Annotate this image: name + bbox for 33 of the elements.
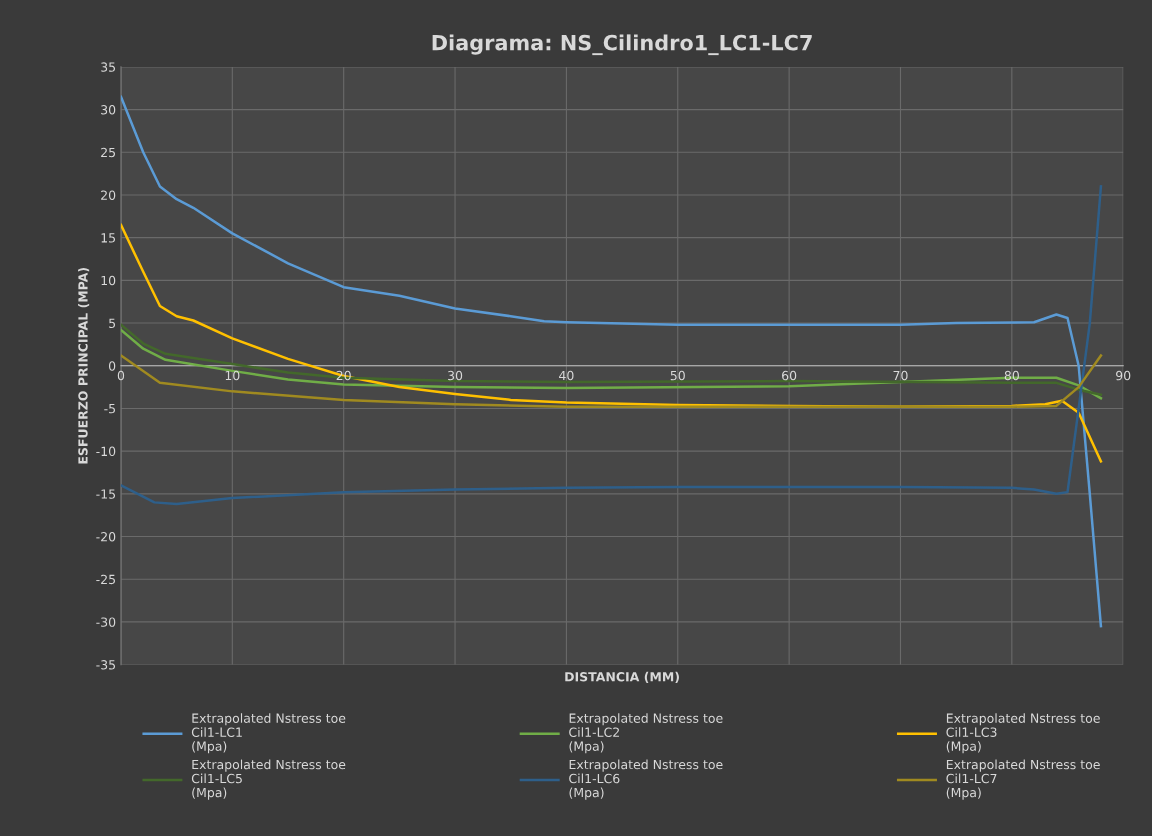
y-tick-label: 15 xyxy=(101,233,116,243)
x-tick-label: 40 xyxy=(559,370,574,381)
y-tick-label: 5 xyxy=(109,318,116,328)
y-tick-label: -35 xyxy=(96,660,116,670)
y-tick-label: 25 xyxy=(101,147,116,158)
y-tick-label: 0 xyxy=(108,361,116,371)
x-tick-label: 70 xyxy=(893,370,908,381)
y-tick-label: 10 xyxy=(101,275,116,286)
y-tick-label: -25 xyxy=(96,574,116,585)
legend-label: Extrapolated Nstress toe Cil1-LC3 (Mpa) xyxy=(946,713,1100,754)
x-tick-label: 60 xyxy=(782,370,797,381)
x-tick-label: 90 xyxy=(1116,370,1131,381)
legend-label: Extrapolated Nstress toe Cil1-LC6 (Mpa) xyxy=(569,759,723,800)
y-tick-label: 30 xyxy=(101,105,116,115)
chart-title: Diagrama: NS_Cilindro1_LC1-LC7 xyxy=(432,34,812,56)
x-tick-label: 10 xyxy=(225,370,240,381)
legend-label: Extrapolated Nstress toe Cil1-LC5 (Mpa) xyxy=(191,759,346,800)
x-tick-label: 80 xyxy=(1004,370,1019,381)
y-tick-label: 35 xyxy=(101,62,116,72)
x-tick-label: 0 xyxy=(117,370,125,381)
legend-label: Extrapolated Nstress toe Cil1-LC1 (Mpa) xyxy=(191,713,346,754)
y-tick-label: -5 xyxy=(104,404,116,414)
y-tick-label: 20 xyxy=(101,190,116,200)
y-tick-label: -15 xyxy=(96,489,116,499)
x-tick-label: 50 xyxy=(670,370,685,381)
legend-label: Extrapolated Nstress toe Cil1-LC2 (Mpa) xyxy=(569,713,723,754)
legend-label: Extrapolated Nstress toe Cil1-LC7 (Mpa) xyxy=(946,759,1100,800)
y-axis-title: ESFUERZO PRINCIPAL (MPA) xyxy=(78,267,90,464)
y-tick-label: -10 xyxy=(96,446,116,457)
y-tick-label: -30 xyxy=(96,617,116,627)
y-tick-label: -20 xyxy=(96,532,116,542)
x-axis-title: DISTANCIA (MM) xyxy=(565,671,679,683)
x-tick-label: 30 xyxy=(448,370,463,381)
